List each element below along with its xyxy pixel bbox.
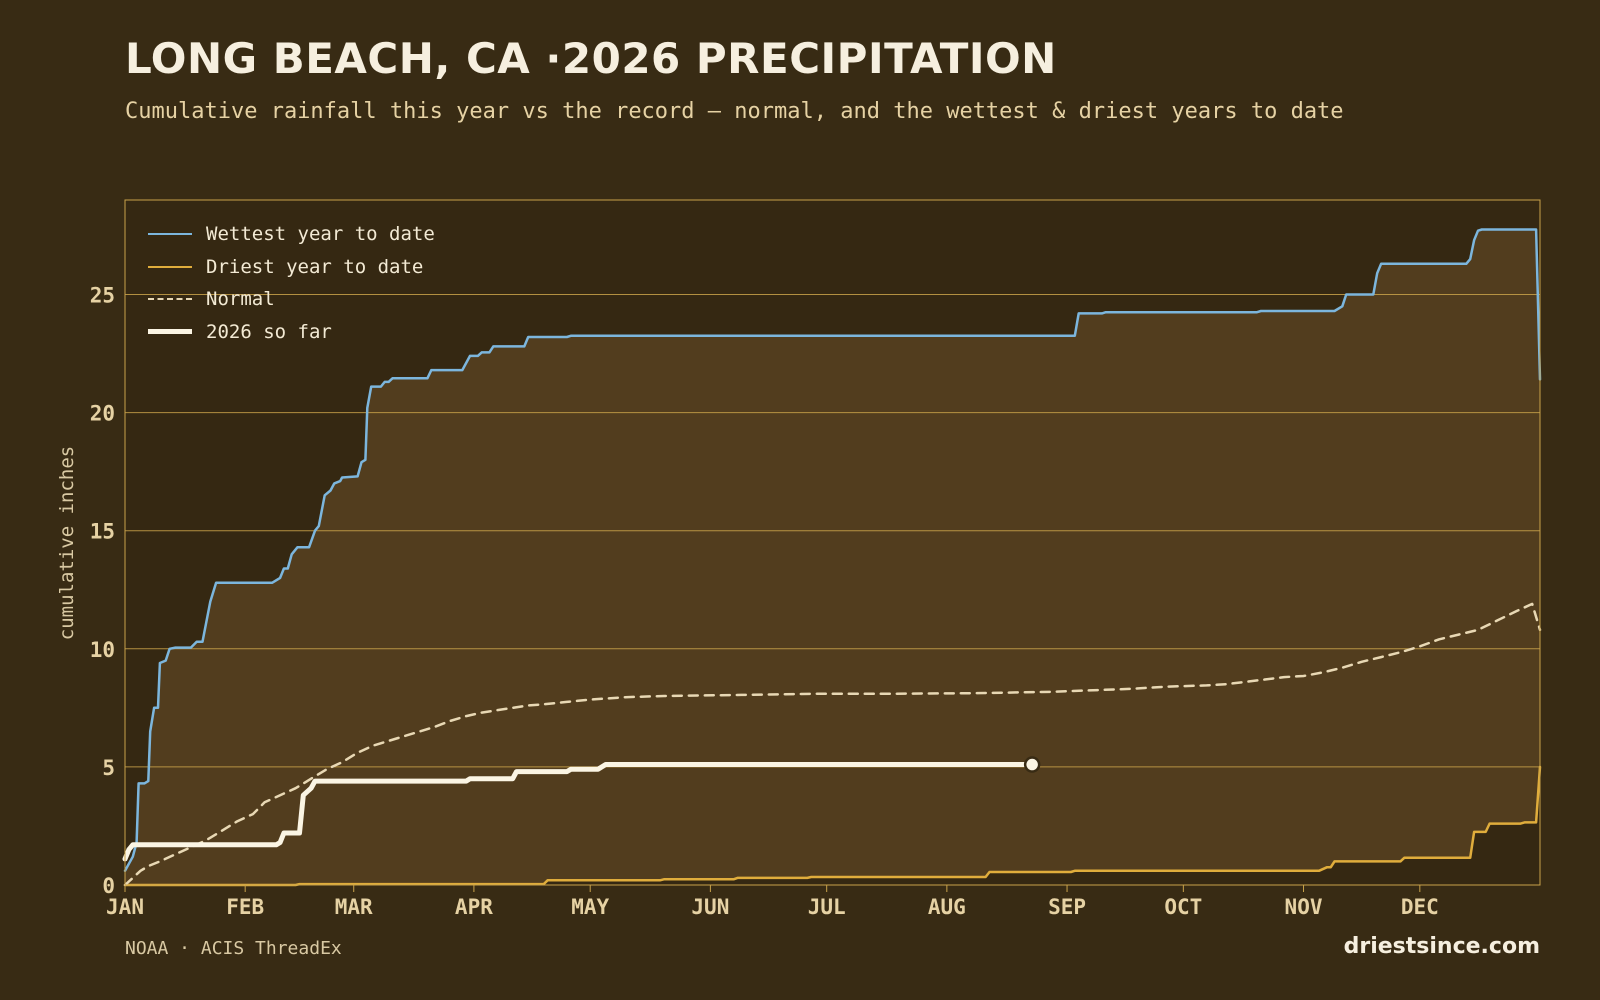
x-tick-label: FEB	[226, 895, 264, 919]
wettest-driest-band	[125, 229, 1540, 885]
current-swatch	[148, 325, 192, 339]
site-link[interactable]: driestsince.com	[1343, 934, 1540, 959]
wettest-swatch	[148, 227, 192, 241]
x-axis: JAN FEB MAR APR MAY JUN JUL AUG SEP OCT NOV DEC	[106, 885, 1439, 919]
y-tick-label: 20	[90, 402, 115, 426]
x-tick-label: MAR	[335, 895, 373, 919]
x-tick-label: SEP	[1048, 895, 1086, 919]
legend-label-normal: Normal	[206, 288, 275, 311]
x-tick-label: DEC	[1401, 895, 1439, 919]
legend-item-normal: Normal	[148, 283, 435, 316]
x-tick-label: OCT	[1164, 895, 1202, 919]
x-tick-label: JUN	[691, 895, 729, 919]
plot-border	[124, 199, 1541, 886]
wettest-line	[123, 228, 1542, 873]
y-tick-label: 25	[90, 283, 115, 307]
y-axis-title: cumulative inches	[56, 445, 78, 641]
series-layer	[122, 228, 1542, 887]
x-tick-label: JUL	[808, 895, 846, 919]
y-tick-label: 15	[90, 520, 115, 544]
y-tick-label: 5	[102, 756, 115, 780]
x-tick-label: MAY	[571, 895, 609, 919]
x-tick-label: JAN	[106, 895, 144, 919]
x-tick-label: NOV	[1285, 895, 1323, 919]
current-year-marker	[1023, 756, 1041, 773]
normal-swatch	[148, 292, 192, 306]
y-axis: 0 5 10 15 20 25	[90, 283, 115, 898]
y-tick-label: 10	[90, 638, 115, 662]
driest-line	[123, 765, 1542, 887]
driest-swatch	[148, 260, 192, 274]
current-year-line	[122, 762, 1035, 862]
legend-item-current: 2026 so far	[148, 316, 435, 349]
legend-label-current: 2026 so far	[206, 320, 332, 343]
legend-item-driest: Driest year to date	[148, 251, 435, 284]
y-tick-label: 0	[102, 874, 115, 898]
legend-item-wettest: Wettest year to date	[148, 218, 435, 251]
chart-title: LONG BEACH, CA ·2026 PRECIPITATION	[125, 34, 1057, 83]
legend: Wettest year to date Driest year to date…	[148, 218, 435, 348]
legend-label-driest: Driest year to date	[206, 255, 424, 278]
x-tick-label: APR	[455, 895, 493, 919]
normal-line	[123, 602, 1542, 887]
chart-subtitle: Cumulative rainfall this year vs the rec…	[125, 99, 1344, 124]
legend-label-wettest: Wettest year to date	[206, 223, 435, 246]
source-note: NOAA · ACIS ThreadEx	[125, 938, 342, 959]
x-tick-label: AUG	[928, 895, 966, 919]
